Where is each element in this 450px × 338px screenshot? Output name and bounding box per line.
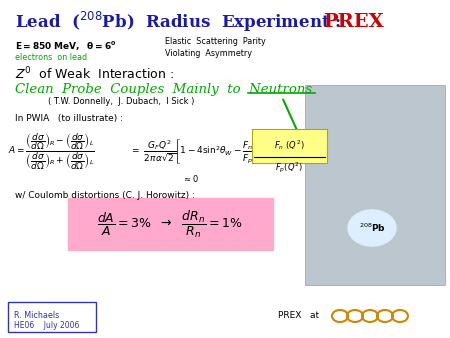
Text: Elastic  Scattering  Parity: Elastic Scattering Parity <box>165 38 266 47</box>
Text: HE06    July 2006: HE06 July 2006 <box>14 321 79 331</box>
FancyBboxPatch shape <box>68 198 273 250</box>
Circle shape <box>348 210 396 246</box>
Text: Violating  Asymmetry: Violating Asymmetry <box>165 49 252 58</box>
Text: $^{208}$Pb: $^{208}$Pb <box>359 222 386 234</box>
Text: ( T.W. Donnelly,  J. Dubach,  I Sick ): ( T.W. Donnelly, J. Dubach, I Sick ) <box>48 97 194 106</box>
Text: PREX: PREX <box>323 13 384 31</box>
Text: R. Michaels: R. Michaels <box>14 311 59 319</box>
FancyBboxPatch shape <box>305 85 445 285</box>
Text: Clean  Probe  Couples  Mainly  to  Neutrons: Clean Probe Couples Mainly to Neutrons <box>15 82 312 96</box>
Text: electrons  on lead: electrons on lead <box>15 52 87 62</box>
Text: $A = \dfrac{\left(\dfrac{d\sigma}{d\Omega}\right)_R - \left(\dfrac{d\sigma}{d\Om: $A = \dfrac{\left(\dfrac{d\sigma}{d\Omeg… <box>8 132 95 172</box>
Text: $=\ \dfrac{G_F Q^2}{2\pi\alpha\sqrt{2}}\!\left[1 - 4\sin^2\!\theta_W - \dfrac{F_: $=\ \dfrac{G_F Q^2}{2\pi\alpha\sqrt{2}}\… <box>130 138 277 166</box>
Text: Lead  ($^{208}$Pb)  Radius  Experiment :: Lead ($^{208}$Pb) Radius Experiment : <box>15 10 349 34</box>
Text: $\mathbf{E = 850\ MeV,\ \ \theta = 6^{0}}$: $\mathbf{E = 850\ MeV,\ \ \theta = 6^{0}… <box>15 39 117 53</box>
Text: In PWIA   (to illustrate) :: In PWIA (to illustrate) : <box>15 114 123 122</box>
FancyBboxPatch shape <box>252 129 327 163</box>
Text: w/ Coulomb distortions (C. J. Horowitz) :: w/ Coulomb distortions (C. J. Horowitz) … <box>15 192 195 200</box>
Text: $F_p(Q^2)$: $F_p(Q^2)$ <box>275 161 303 175</box>
Text: $F_n\ (Q^2)$: $F_n\ (Q^2)$ <box>274 138 304 152</box>
FancyBboxPatch shape <box>8 302 96 332</box>
Text: $\approx 0$: $\approx 0$ <box>182 172 199 184</box>
Text: $Z^0$  of Weak  Interaction :: $Z^0$ of Weak Interaction : <box>15 66 174 82</box>
Text: $\dfrac{dA}{A} = 3\%\ \ \rightarrow\ \ \dfrac{dR_n}{R_n} = 1\%$: $\dfrac{dA}{A} = 3\%\ \ \rightarrow\ \ \… <box>97 209 243 240</box>
Text: PREX   at: PREX at <box>278 312 319 320</box>
